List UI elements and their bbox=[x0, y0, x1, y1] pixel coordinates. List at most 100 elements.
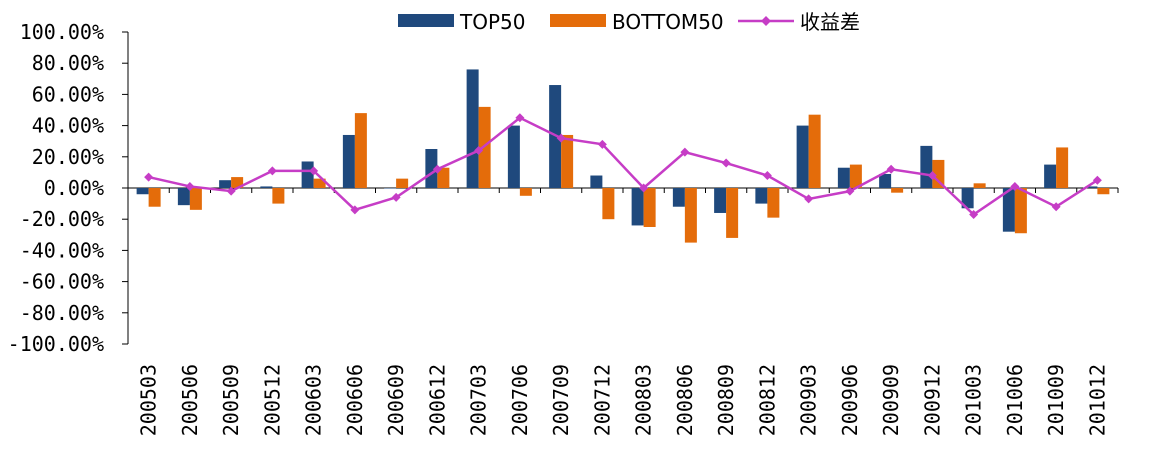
x-tick-label: 200503 bbox=[137, 364, 161, 436]
y-tick-label: 0.00% bbox=[44, 176, 104, 200]
bar-bottom50-200906 bbox=[849, 164, 862, 188]
bar-bottom50-200712 bbox=[602, 188, 615, 220]
bar-bottom50-200512 bbox=[272, 188, 285, 204]
y-tick-label: -40.00% bbox=[20, 238, 104, 262]
x-tick-label: 200606 bbox=[343, 364, 367, 436]
bar-top50-200712 bbox=[590, 175, 603, 188]
x-tick-label: 200706 bbox=[508, 364, 532, 436]
y-tick-label: 100.00% bbox=[20, 20, 104, 44]
bar-bottom50-200606 bbox=[354, 113, 367, 188]
x-tick-label: 200803 bbox=[632, 364, 656, 436]
y-tick-label: 80.00% bbox=[32, 51, 104, 75]
bar-bottom50-200703 bbox=[478, 106, 491, 188]
spread-point-201003 bbox=[969, 210, 979, 220]
legend-label: 收益差 bbox=[800, 10, 860, 34]
y-tick-label: 60.00% bbox=[32, 82, 104, 106]
x-tick-label: 200509 bbox=[219, 364, 243, 436]
bar-bottom50-200812 bbox=[767, 188, 780, 218]
x-tick-label: 200709 bbox=[549, 364, 573, 436]
bar-bottom50-200503 bbox=[148, 188, 161, 207]
bar-top50-200903 bbox=[796, 125, 809, 188]
bar-top50-201003 bbox=[961, 188, 974, 209]
legend-label: TOP50 bbox=[459, 10, 525, 34]
spread-point-200709 bbox=[556, 133, 566, 143]
bar-bottom50-200903 bbox=[808, 114, 821, 188]
bar-top50-201006 bbox=[1002, 188, 1015, 232]
spread-point-200603 bbox=[309, 166, 319, 176]
x-tick-label: 200903 bbox=[797, 364, 821, 436]
x-tick-label: 200909 bbox=[879, 364, 903, 436]
bar-bottom50-200603 bbox=[313, 178, 326, 188]
bar-bottom50-200709 bbox=[561, 134, 574, 188]
x-tick-label: 201006 bbox=[1003, 364, 1027, 436]
bar-bottom50-200509 bbox=[231, 177, 244, 188]
x-tick-label: 200612 bbox=[425, 364, 449, 436]
x-tick-label: 201012 bbox=[1085, 364, 1109, 436]
x-tick-label: 200712 bbox=[590, 364, 614, 436]
spread-point-200606 bbox=[350, 205, 360, 215]
y-tick-label: -20.00% bbox=[20, 207, 104, 231]
y-tick-label: -60.00% bbox=[20, 270, 104, 294]
bar-top50-200803 bbox=[631, 188, 644, 226]
x-tick-label: 200512 bbox=[260, 364, 284, 436]
spread-point-200703 bbox=[474, 146, 484, 156]
legend-swatch-top50 bbox=[398, 14, 454, 27]
bar-top50-200812 bbox=[755, 188, 768, 204]
x-tick-label: 200809 bbox=[714, 364, 738, 436]
spread-point-200903 bbox=[804, 194, 814, 204]
y-tick-label: -100.00% bbox=[8, 332, 104, 356]
x-axis: 200503 200506 200509 200512 200603 200606 2006… bbox=[127, 187, 1119, 436]
bar-top50-200706 bbox=[507, 125, 520, 188]
spread-point-200712 bbox=[597, 139, 607, 149]
y-axis: 100.00% 80.00% 60.00% 40.00% 20.00% 0.00% -20.… bbox=[8, 20, 129, 356]
spread-point-201006 bbox=[1010, 181, 1020, 191]
bar-bottom50-201009 bbox=[1056, 147, 1069, 188]
bar-top50-200506 bbox=[177, 188, 190, 206]
x-tick-label: 200812 bbox=[755, 364, 779, 436]
bar-top50-200909 bbox=[879, 173, 892, 188]
bar-top50-200512 bbox=[260, 186, 273, 188]
bar-top50-200806 bbox=[672, 188, 685, 207]
spread-point-200609 bbox=[391, 192, 401, 202]
spread-point-200803 bbox=[639, 183, 649, 193]
bar-top50-200912 bbox=[920, 145, 933, 188]
spread-point-200906 bbox=[845, 186, 855, 196]
x-tick-label: 200906 bbox=[838, 364, 862, 436]
x-tick-label: 201009 bbox=[1044, 364, 1068, 436]
x-tick-label: 200806 bbox=[673, 364, 697, 436]
legend-marker bbox=[761, 16, 771, 26]
spread-point-200512 bbox=[267, 166, 277, 176]
bar-bottom50-200909 bbox=[891, 188, 904, 193]
spread-point-200506 bbox=[185, 181, 195, 191]
bar-top50-200612 bbox=[425, 149, 438, 188]
bar-top50-200606 bbox=[342, 134, 355, 188]
bar-bottom50-200809 bbox=[726, 188, 739, 238]
bar-bottom50-200912 bbox=[932, 159, 945, 188]
spread-point-200806 bbox=[680, 147, 690, 157]
x-tick-label: 200609 bbox=[384, 364, 408, 436]
bar-top50-200809 bbox=[714, 188, 727, 213]
spread-point-200612 bbox=[432, 164, 442, 174]
bar-bottom50-200803 bbox=[643, 188, 656, 227]
bar-top50-200603 bbox=[301, 161, 314, 188]
spread-point-200812 bbox=[762, 171, 772, 181]
bar-bottom50-200612 bbox=[437, 167, 450, 188]
bar-bottom50-200806 bbox=[684, 188, 697, 243]
bar-top50-201009 bbox=[1044, 164, 1057, 188]
y-tick-label: 20.00% bbox=[32, 145, 104, 169]
spread-line-group bbox=[144, 113, 1102, 220]
spread-point-201009 bbox=[1051, 202, 1061, 212]
spread-point-200503 bbox=[144, 172, 154, 182]
bar-bottom50-201003 bbox=[973, 183, 986, 188]
bar-top50-201012 bbox=[1085, 186, 1098, 188]
spread-point-200909 bbox=[886, 164, 896, 174]
bar-bottom50-201006 bbox=[1014, 188, 1027, 234]
legend-swatch-bottom50 bbox=[550, 14, 606, 27]
spread-point-200912 bbox=[927, 171, 937, 181]
legend-label: BOTTOM50 bbox=[612, 10, 724, 34]
spread-point-200706 bbox=[515, 113, 525, 123]
bar-bottom50-200609 bbox=[396, 178, 409, 188]
bar-bottom50-200506 bbox=[189, 188, 202, 210]
x-tick-label: 200603 bbox=[302, 364, 326, 436]
